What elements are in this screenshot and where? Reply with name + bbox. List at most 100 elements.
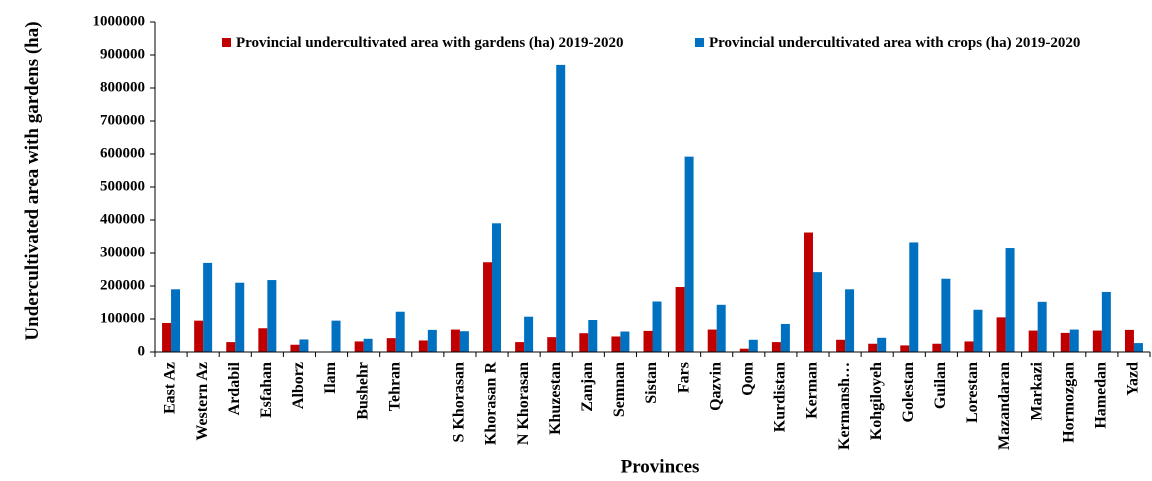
bar [836, 339, 846, 352]
bar [162, 322, 172, 352]
bar [524, 316, 534, 352]
x-tick-label: Sistan [643, 362, 660, 404]
x-tick-label: Qom [739, 361, 756, 395]
x-tick-label: East Az [162, 362, 179, 414]
bar [171, 289, 181, 352]
bar [267, 280, 277, 352]
bar [909, 242, 919, 352]
bar [684, 156, 694, 352]
x-tick-label: Zanjan [579, 362, 596, 412]
y-tick-label: 600000 [100, 145, 145, 161]
bar [418, 340, 428, 352]
bar [900, 345, 910, 352]
legend-entry: Provincial undercultivated area with gar… [222, 34, 656, 52]
bar [588, 319, 598, 352]
bar [652, 301, 662, 352]
legend-entry: Provincial undercultivated area with cro… [695, 34, 1109, 52]
x-tick-label: S Khorasan [451, 362, 468, 443]
bar [363, 338, 373, 352]
x-tick-label: Kurdistan [772, 362, 789, 432]
bar [932, 343, 942, 352]
y-tick-label: 500000 [100, 178, 145, 194]
legend-label: Provincial undercultivated area with gar… [236, 35, 624, 51]
x-tick-label: Yazd [1125, 362, 1142, 396]
bar [450, 329, 460, 352]
bar [354, 341, 364, 352]
bar [620, 331, 630, 352]
bar [459, 331, 469, 352]
bar [194, 320, 204, 352]
x-tick-label: Semnan [611, 362, 628, 417]
bar [203, 262, 213, 352]
bar [877, 337, 887, 352]
bar [739, 348, 749, 352]
bar [483, 262, 493, 352]
bar [1028, 330, 1038, 352]
x-tick-label: Hamedan [1093, 362, 1110, 429]
bar [1060, 332, 1070, 352]
x-tick-label: Kerman [804, 362, 821, 419]
y-tick-label: 1000000 [93, 13, 146, 29]
bar [1133, 343, 1143, 352]
x-tick-label: Kohgiloyeh [868, 362, 885, 440]
bar [716, 304, 726, 352]
x-tick-label: Kermansh… [836, 362, 853, 450]
bar [803, 232, 813, 352]
bar [547, 337, 557, 352]
y-tick-label: 200000 [100, 277, 145, 293]
bar [290, 344, 300, 352]
x-tick-label: Khuzestan [547, 362, 564, 435]
bar [868, 343, 878, 352]
bar [771, 342, 781, 352]
y-tick-label: 900000 [100, 46, 145, 62]
legend-swatch [695, 38, 704, 47]
x-tick-label: Tehran [386, 362, 403, 411]
x-tick-label: Mazandaran [996, 362, 1013, 450]
bar [515, 342, 525, 352]
bar [492, 223, 502, 352]
y-tick-label: 400000 [100, 211, 145, 227]
x-tick-label: Bushehr [354, 362, 371, 420]
y-tick-label: 700000 [100, 112, 145, 128]
bar [675, 286, 685, 352]
x-axis-title: Provinces [621, 456, 700, 477]
x-tick-label: Guilan [932, 362, 949, 409]
bar [556, 64, 566, 353]
bar [299, 339, 309, 352]
x-tick-label: Hormozgan [1060, 362, 1077, 443]
bar [1124, 329, 1134, 352]
x-tick-label: Ardabil [226, 361, 243, 415]
bar [973, 309, 983, 352]
bar [331, 320, 341, 352]
bar [643, 330, 653, 352]
x-tick-label: Markazi [1028, 361, 1045, 420]
x-tick-label: Khorasan R [483, 362, 500, 446]
bar [707, 329, 717, 352]
x-tick-label: Fars [675, 362, 692, 393]
x-tick-label: Ilam [322, 361, 339, 394]
bar [780, 323, 790, 352]
bar [395, 311, 405, 352]
x-tick-label: Golestan [900, 362, 917, 423]
bar [427, 329, 437, 352]
bar [812, 272, 822, 352]
bar [748, 339, 758, 352]
y-tick-label: 0 [138, 343, 146, 359]
y-tick-label: 800000 [100, 79, 145, 95]
x-tick-label: N Khorasan [515, 362, 532, 445]
x-tick-label: Qazvin [707, 362, 724, 411]
y-tick-label: 300000 [100, 244, 145, 260]
bar [1092, 330, 1102, 352]
bar [1005, 248, 1015, 352]
x-tick-label: Western Az [194, 362, 211, 441]
legend-swatch [222, 38, 231, 47]
legend-label: Provincial undercultivated area with cro… [709, 35, 1081, 51]
bar [579, 333, 589, 352]
x-tick-label: Lorestan [964, 362, 981, 423]
y-tick-label: 100000 [100, 310, 145, 326]
bar [611, 336, 621, 352]
bar [226, 342, 236, 352]
bar [1101, 291, 1111, 352]
